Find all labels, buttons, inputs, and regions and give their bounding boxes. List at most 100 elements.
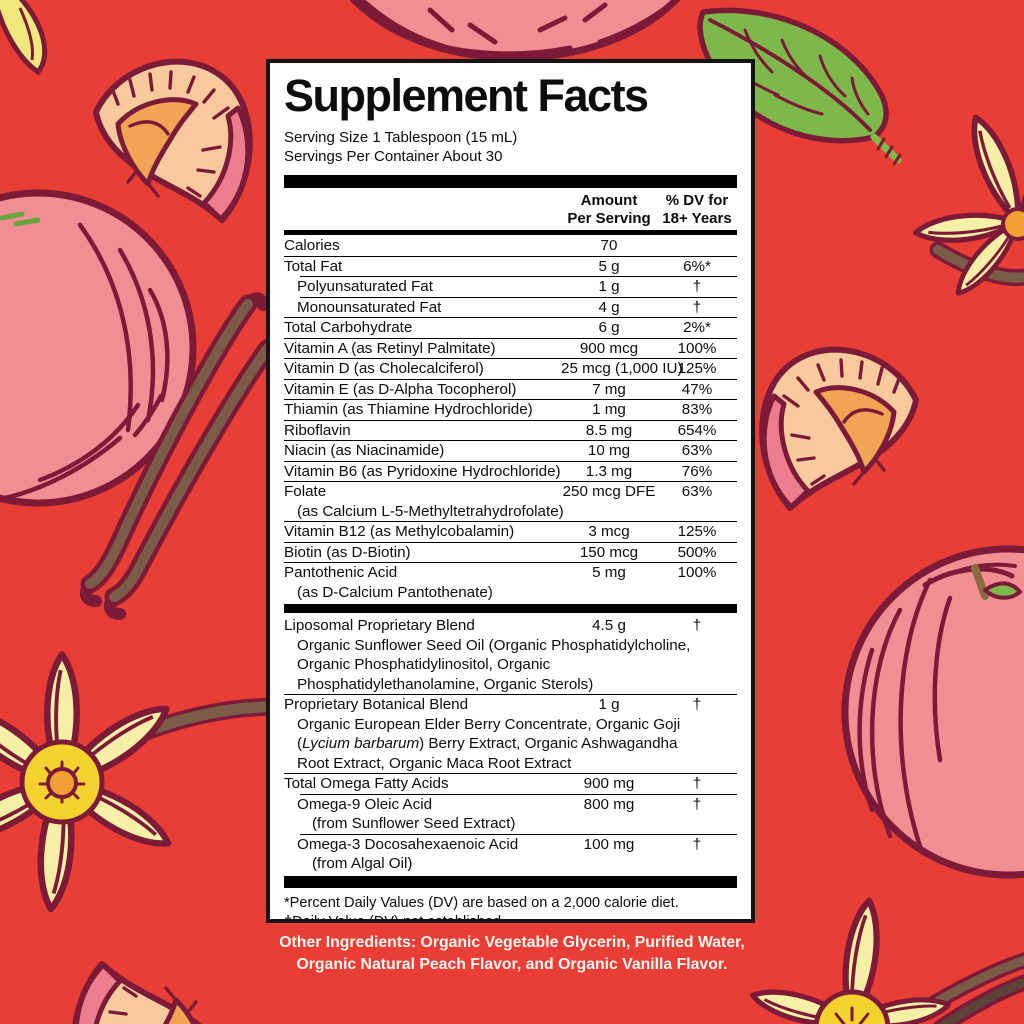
nutrient-daily-value: †: [692, 617, 702, 635]
nutrient-amount: 4 g: [598, 298, 620, 316]
nutrient-amount: 1 g: [598, 278, 620, 296]
facts-row: Vitamin B6 (as Pyridoxine Hydrochloride)…: [284, 460, 737, 482]
facts-row: Total Fat 5 g 6%*: [284, 255, 737, 277]
nutrient-daily-value: †: [692, 795, 702, 813]
nutrient-name: Calories: [284, 237, 340, 255]
nutrient-daily-value: 125%: [677, 523, 717, 541]
nutrient-subtext: Organic Phosphatidylinositol, Organic: [297, 656, 551, 674]
yellow-petal-top-left: [0, 0, 48, 76]
nutrient-subtext: (as D-Calcium Pantothenate): [297, 583, 493, 601]
peach-left: [0, 189, 197, 507]
nutrient-name: Total Carbohydrate: [284, 319, 413, 337]
nutrient-name: Niacin (as Niacinamide): [284, 442, 445, 460]
nutrient-name: Thiamin (as Thiamine Hydrochloride): [284, 401, 533, 419]
nutrient-daily-value: 6%*: [683, 257, 711, 275]
serving-size: Serving Size 1 Tablespoon (15 mL): [284, 129, 518, 147]
nutrient-amount: 250 mcg DFE: [562, 483, 656, 501]
nutrient-subtext: Root Extract, Organic Maca Root Extract: [297, 754, 572, 772]
nutrient-subtext: (from Sunflower Seed Extract): [312, 815, 516, 833]
nutrient-name: Vitamin A (as Retinyl Palmitate): [284, 339, 496, 357]
facts-row: Folate 250 mcg DFE 63% (as Calcium L-5-Meth…: [284, 481, 737, 521]
nutrient-name: Monounsaturated Fat: [297, 298, 442, 316]
nutrient-name: Omega-3 Docosahexaenoic Acid: [297, 835, 519, 853]
nutrient-name: Polyunsaturated Fat: [297, 278, 433, 296]
nutrient-daily-value: 100%: [677, 339, 717, 357]
facts-rows: Calories 70 Total Fat 5 g 6%* Polyunsaturated…: [284, 235, 737, 874]
facts-row: Omega-3 Docosahexaenoic Acid 100 mg † (from…: [284, 833, 737, 874]
nutrient-amount: 8.5 mg: [585, 421, 633, 439]
facts-row: Total Carbohydrate 6 g 2%*: [284, 317, 737, 338]
peach-top-middle: [349, 0, 681, 62]
nutrient-amount: 900 mcg: [579, 339, 639, 357]
nutrient-name: Vitamin B12 (as Methylcobalamin): [284, 523, 515, 541]
nutrient-daily-value: 83%: [681, 401, 713, 419]
nutrient-amount: 25 mcg (1,000 IU): [561, 360, 683, 378]
nutrient-daily-value: †: [692, 278, 702, 296]
nutrient-subtext: Organic Sunflower Seed Oil (Organic Phos…: [297, 636, 691, 654]
facts-row: Pantothenic Acid 5 mg 100% (as D-Calcium Pa…: [284, 562, 737, 602]
nutrient-name: Vitamin B6 (as Pyridoxine Hydrochloride): [284, 462, 561, 480]
column-headers: Amount Per Serving % DV for 18+ Years: [284, 188, 737, 236]
facts-row: Niacin (as Niacinamide) 10 mg 63%: [284, 440, 737, 461]
nutrient-daily-value: 2%*: [683, 319, 711, 337]
nutrient-name: Total Fat: [284, 257, 343, 275]
nutrient-subtext: (as Calcium L-5-Methyltetrahydrofolate): [297, 502, 564, 520]
nutrient-amount: 5 g: [598, 257, 620, 275]
facts-row: Proprietary Botanical Blend 1 g † Organic E…: [284, 694, 737, 773]
nutrient-amount: 4.5 g: [592, 617, 626, 635]
supplement-facts-panel: Supplement Facts Serving Size 1 Tablespo…: [266, 59, 755, 923]
nutrient-daily-value: 63%: [681, 442, 713, 460]
peach-slice-top-left: [96, 62, 250, 220]
footnote-dv: *Percent Daily Values (DV) are based on …: [284, 894, 679, 911]
nutrient-amount: 3 mcg: [588, 523, 630, 541]
nutrient-name: Omega-9 Oleic Acid: [297, 795, 433, 813]
nutrient-name: Biotin (as D-Biotin): [284, 543, 411, 561]
facts-row: Thiamin (as Thiamine Hydrochloride) 1 mg 8…: [284, 399, 737, 420]
other-ingredients-line2: Organic Natural Peach Flavor, and Organi…: [296, 955, 728, 973]
other-ingredients: Other Ingredients: Organic Vegetable Gly…: [262, 932, 762, 975]
nutrient-subtext: Phosphatidylethanolamine, Organic Sterol…: [297, 675, 594, 693]
nutrient-amount: 6 g: [598, 319, 620, 337]
nutrient-amount: 150 mcg: [579, 543, 639, 561]
peach-slice-bottom: [74, 964, 228, 1024]
nutrient-amount: 800 mg: [583, 795, 635, 813]
nutrient-amount: 900 mg: [583, 775, 635, 793]
nutrient-daily-value: †: [692, 696, 702, 714]
nutrient-daily-value: 500%: [677, 543, 717, 561]
nutrient-daily-value: †: [692, 775, 702, 793]
servings-per-container: Servings Per Container About 30: [284, 148, 503, 166]
footnotes: *Percent Daily Values (DV) are based on …: [284, 888, 737, 923]
vanilla-flower-bottom-left: [0, 655, 307, 911]
nutrient-name: Riboflavin: [284, 421, 351, 439]
nutrient-amount: 1.3 mg: [585, 462, 633, 480]
footnote-dagger: †Daily Value (DV) not established.: [284, 914, 506, 923]
nutrient-subtext: (Lycium barbarum) Berry Extract, Organic…: [297, 735, 678, 753]
nutrient-daily-value: 125%: [677, 360, 717, 378]
nutrient-amount: 100 mg: [583, 835, 635, 853]
facts-row: Calories 70: [284, 235, 737, 256]
nutrient-daily-value: 76%: [681, 462, 713, 480]
nutrient-amount: 70: [600, 237, 618, 255]
peach-slice-right: [762, 350, 916, 508]
panel-title: Supplement Facts: [284, 70, 649, 121]
nutrient-amount: 1 g: [598, 696, 620, 714]
header-bar: [284, 175, 737, 189]
nutrient-amount: 5 mg: [592, 564, 626, 582]
facts-row: Vitamin B12 (as Methylcobalamin) 3 mcg 125…: [284, 521, 737, 542]
facts-row: Vitamin A (as Retinyl Palmitate) 900 mcg 1…: [284, 337, 737, 359]
nutrient-name: Vitamin D (as Cholecalciferol): [284, 360, 484, 378]
nutrient-name: Liposomal Proprietary Blend: [284, 617, 475, 635]
nutrient-daily-value: 100%: [677, 564, 717, 582]
nutrient-subtext: (from Algal Oil): [312, 855, 413, 873]
nutrient-subtext: Organic European Elder Berry Concentrate…: [297, 715, 681, 733]
nutrient-name: Vitamin E (as D-Alpha Tocopherol): [284, 380, 517, 398]
vanilla-flower-right: [914, 113, 1024, 301]
nutrient-name: Pantothenic Acid: [284, 564, 398, 582]
facts-row: Monounsaturated Fat 4 g †: [284, 296, 737, 318]
vanilla-bean-pods-left: [79, 292, 289, 620]
nutrient-daily-value: †: [692, 835, 702, 853]
nutrient-amount: 1 mg: [592, 401, 626, 419]
nutrient-daily-value: 654%: [677, 421, 717, 439]
nutrient-daily-value: [657, 236, 737, 256]
